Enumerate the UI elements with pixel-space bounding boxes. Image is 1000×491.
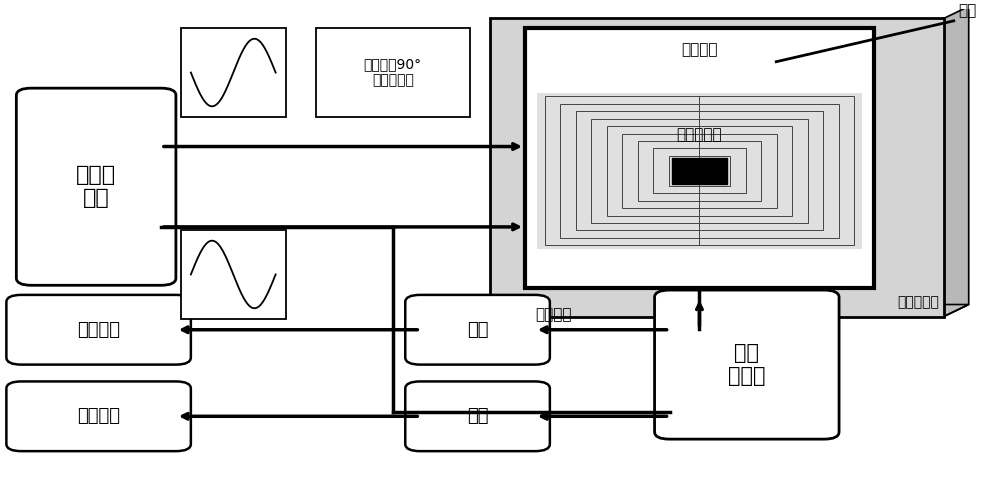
Bar <box>490 19 944 317</box>
Polygon shape <box>944 6 969 317</box>
FancyBboxPatch shape <box>6 382 191 451</box>
Text: 量化角度: 量化角度 <box>77 408 120 425</box>
Text: 裂纹: 裂纹 <box>959 3 977 19</box>
Bar <box>669 156 730 186</box>
Bar <box>525 28 874 288</box>
Bar <box>545 96 854 246</box>
Bar <box>638 141 761 201</box>
Bar <box>653 148 746 193</box>
Bar <box>316 28 470 117</box>
FancyBboxPatch shape <box>16 88 176 285</box>
Bar <box>607 126 792 216</box>
Text: 幅值: 幅值 <box>467 321 488 339</box>
Text: 锁相
放大器: 锁相 放大器 <box>728 343 766 386</box>
Text: 相位: 相位 <box>467 408 488 425</box>
Bar <box>684 164 715 178</box>
Bar <box>622 134 777 208</box>
Bar <box>591 119 808 223</box>
Polygon shape <box>490 304 969 317</box>
Bar <box>672 158 727 184</box>
Text: 相位相差90°
的正弦信号: 相位相差90° 的正弦信号 <box>364 57 422 87</box>
Text: 信号发
生器: 信号发 生器 <box>76 165 116 208</box>
FancyBboxPatch shape <box>405 295 550 365</box>
Text: 检测探头: 检测探头 <box>535 307 571 322</box>
Bar <box>560 104 839 238</box>
FancyBboxPatch shape <box>405 382 550 451</box>
Text: 检测传感器: 检测传感器 <box>677 127 722 142</box>
Text: 危险程度: 危险程度 <box>77 321 120 339</box>
FancyBboxPatch shape <box>6 295 191 365</box>
Text: 被监测结构: 被监测结构 <box>897 295 939 309</box>
Bar <box>576 111 823 230</box>
Bar <box>537 93 862 249</box>
FancyBboxPatch shape <box>655 290 839 439</box>
Text: 激励线圈: 激励线圈 <box>681 42 718 57</box>
Bar <box>181 28 286 117</box>
Bar <box>181 230 286 319</box>
